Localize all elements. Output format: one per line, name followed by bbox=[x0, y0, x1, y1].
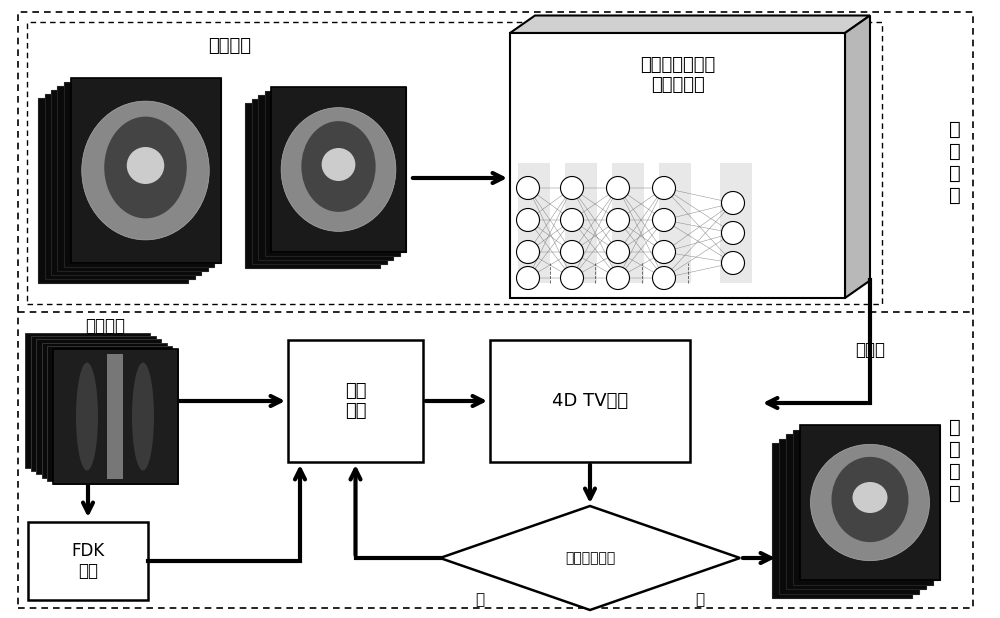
Bar bbox=[107, 354, 123, 479]
Bar bbox=[271, 87, 406, 252]
Ellipse shape bbox=[852, 482, 888, 513]
Text: 是: 是 bbox=[695, 593, 705, 607]
Ellipse shape bbox=[127, 147, 164, 184]
Bar bbox=[252, 99, 386, 264]
Ellipse shape bbox=[132, 363, 154, 470]
Ellipse shape bbox=[831, 457, 908, 542]
Circle shape bbox=[722, 221, 744, 245]
Bar bbox=[70, 78, 220, 263]
Circle shape bbox=[606, 208, 630, 232]
Bar bbox=[518, 163, 550, 283]
Text: FDK
重建: FDK 重建 bbox=[71, 541, 105, 580]
Bar bbox=[38, 98, 188, 283]
Circle shape bbox=[722, 192, 744, 214]
Text: 训练数据: 训练数据 bbox=[208, 37, 252, 55]
Ellipse shape bbox=[810, 444, 929, 561]
Bar bbox=[47, 346, 172, 481]
Bar bbox=[27, 22, 882, 304]
Circle shape bbox=[516, 240, 540, 263]
Circle shape bbox=[516, 177, 540, 200]
Bar bbox=[258, 95, 393, 260]
Bar bbox=[510, 33, 845, 298]
Bar bbox=[30, 336, 156, 471]
Circle shape bbox=[516, 266, 540, 289]
Bar bbox=[245, 103, 380, 268]
Ellipse shape bbox=[104, 117, 187, 218]
Bar bbox=[565, 163, 597, 283]
Circle shape bbox=[560, 208, 584, 232]
Text: 图像
更新: 图像 更新 bbox=[345, 381, 366, 420]
Bar bbox=[51, 90, 201, 275]
Text: 训
练
过
程: 训 练 过 程 bbox=[949, 119, 961, 205]
Text: 否: 否 bbox=[475, 593, 485, 607]
Bar bbox=[800, 425, 940, 580]
Text: 4D TV约束: 4D TV约束 bbox=[552, 392, 628, 410]
Bar bbox=[271, 87, 406, 252]
Text: 投影数据: 投影数据 bbox=[85, 317, 125, 335]
Bar bbox=[52, 349, 178, 484]
Bar bbox=[720, 163, 752, 283]
Bar bbox=[64, 82, 214, 267]
Circle shape bbox=[652, 177, 676, 200]
Bar bbox=[264, 91, 400, 256]
Bar bbox=[28, 522, 148, 600]
Bar bbox=[42, 342, 166, 478]
Bar bbox=[612, 163, 644, 283]
Circle shape bbox=[652, 208, 676, 232]
Polygon shape bbox=[845, 15, 870, 298]
Bar bbox=[36, 339, 161, 475]
Bar bbox=[786, 434, 926, 589]
Bar bbox=[793, 430, 933, 585]
Circle shape bbox=[606, 177, 630, 200]
Text: 重
建
过
程: 重 建 过 程 bbox=[949, 418, 961, 502]
Circle shape bbox=[606, 240, 630, 263]
Bar bbox=[44, 94, 194, 279]
Bar bbox=[659, 163, 691, 283]
Polygon shape bbox=[440, 506, 740, 610]
Circle shape bbox=[722, 252, 744, 274]
Ellipse shape bbox=[82, 101, 209, 240]
Text: 最大迭代次数: 最大迭代次数 bbox=[565, 551, 615, 565]
Bar bbox=[800, 425, 940, 580]
Text: 重建图: 重建图 bbox=[855, 341, 885, 359]
Bar bbox=[70, 78, 220, 263]
Ellipse shape bbox=[76, 363, 98, 470]
Polygon shape bbox=[510, 15, 870, 33]
Bar bbox=[779, 439, 919, 593]
Bar bbox=[490, 340, 690, 462]
Circle shape bbox=[560, 177, 584, 200]
Circle shape bbox=[652, 240, 676, 263]
Bar bbox=[52, 349, 178, 484]
Text: 运动补偿卷积神
经网络学习: 运动补偿卷积神 经网络学习 bbox=[640, 56, 715, 95]
Circle shape bbox=[560, 266, 584, 289]
Circle shape bbox=[560, 240, 584, 263]
Ellipse shape bbox=[322, 148, 355, 181]
Ellipse shape bbox=[301, 121, 376, 212]
Circle shape bbox=[606, 266, 630, 289]
Circle shape bbox=[516, 208, 540, 232]
Ellipse shape bbox=[281, 108, 396, 231]
Bar bbox=[288, 340, 423, 462]
Circle shape bbox=[652, 266, 676, 289]
Bar bbox=[57, 86, 208, 271]
Bar bbox=[25, 333, 150, 468]
Bar bbox=[772, 443, 912, 598]
